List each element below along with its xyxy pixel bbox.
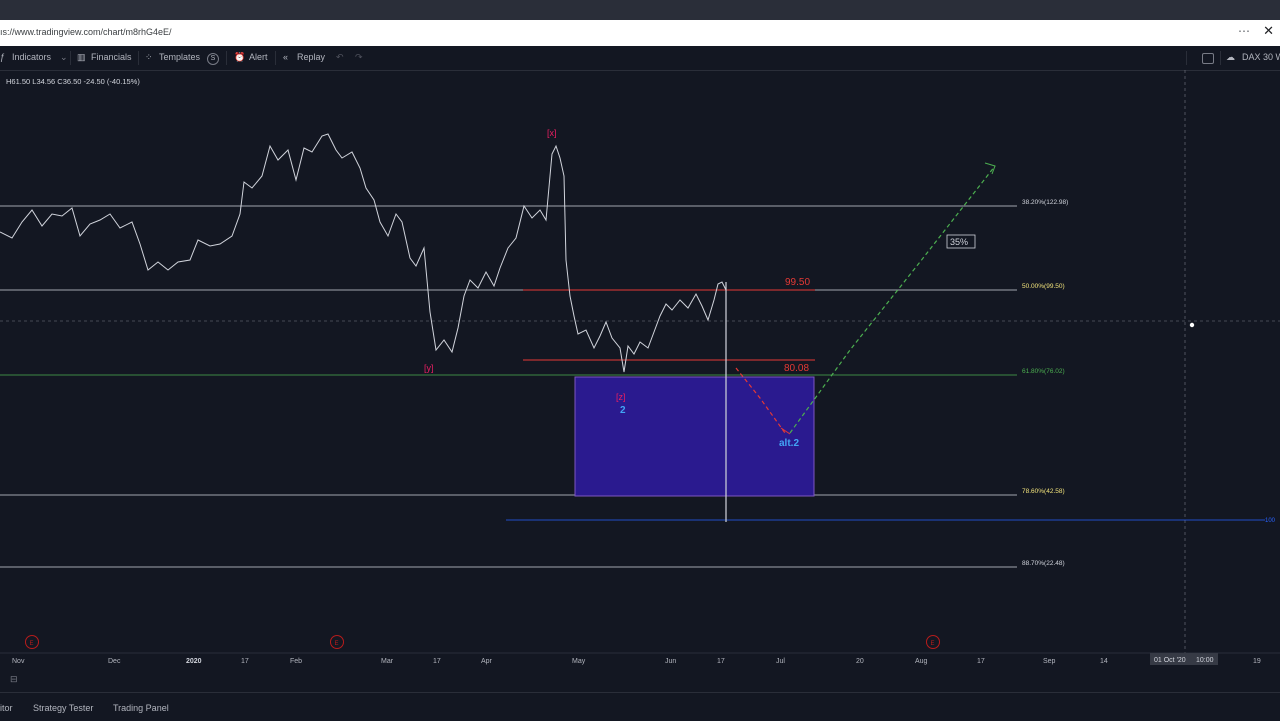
chevron-down-icon[interactable]: ⌄ xyxy=(60,52,68,62)
projection-arrowhead xyxy=(984,162,996,175)
target-box xyxy=(574,376,815,497)
indicators-icon[interactable]: ƒ xyxy=(0,52,6,62)
x-tick: Mar xyxy=(381,658,394,665)
x-tick: Jul xyxy=(776,658,785,665)
event-marker-3: E xyxy=(926,635,940,649)
wave-label-y: [y] xyxy=(424,363,434,373)
indicators-button[interactable]: Indicators xyxy=(12,52,52,62)
fib-label-382: 38.20%(122.98) xyxy=(1022,199,1068,206)
star-icon[interactable]: S xyxy=(207,53,219,65)
wave-label-z: [z] xyxy=(616,392,626,402)
chart-toolbar: ƒ Indicators ⌄ ▥ Financials ⁘ Templates … xyxy=(0,46,1280,71)
fib-label-500: 50.00%(99.50) xyxy=(1022,283,1065,290)
tab-strategy-tester[interactable]: Strategy Tester xyxy=(33,703,94,713)
close-icon[interactable]: ✕ xyxy=(1263,23,1274,38)
x-tick: 17 xyxy=(977,658,985,665)
ellipsis-icon[interactable]: ⋯ xyxy=(1238,24,1250,38)
right-axis-label: 100 xyxy=(1265,518,1276,524)
projection-down-tip xyxy=(780,427,791,435)
percent-box-label: 35% xyxy=(950,237,968,247)
ohlc-legend: H61.50 L34.56 C36.50 -24.50 (-40.15%) xyxy=(6,77,140,86)
x-tick: 17 xyxy=(241,658,249,665)
undo-icon[interactable]: ↶ xyxy=(336,52,344,62)
bottom-panel-tabs: itor Strategy Tester Trading Panel xyxy=(0,692,1280,721)
x-tick: Aug xyxy=(915,658,928,665)
x-tick: 19 xyxy=(1253,658,1261,665)
fullscreen-icon[interactable] xyxy=(1202,53,1214,64)
alert-icon: ⏰ xyxy=(234,52,246,62)
fib-label-887: 88.70%(22.48) xyxy=(1022,560,1065,567)
red-level-8008-label: 80.08 xyxy=(784,363,809,374)
projection-up-arrow xyxy=(789,165,996,434)
crosshair-time: 10:00 xyxy=(1196,657,1214,664)
event-marker-label: E xyxy=(931,641,935,647)
x-tick: 2020 xyxy=(186,658,202,665)
projection-down-arrow xyxy=(735,367,786,434)
wave-label-2: 2 xyxy=(620,405,626,416)
event-marker-label: E xyxy=(30,641,34,647)
fib-label-618: 61.80%(76.02) xyxy=(1022,368,1065,375)
time-axis: Nov Dec 2020 17 Feb Mar 17 Apr May Jun 1… xyxy=(12,658,1261,665)
panel-toggle-icon[interactable]: ⊟ xyxy=(10,674,18,684)
os-title-bar xyxy=(0,0,1280,20)
price-bars xyxy=(0,133,727,373)
x-tick: Jun xyxy=(665,658,676,665)
percent-box xyxy=(946,234,976,249)
event-marker-2: E xyxy=(330,635,344,649)
redo-icon[interactable]: ↷ xyxy=(355,52,363,62)
alert-button[interactable]: Alert xyxy=(249,52,268,62)
x-tick: Sep xyxy=(1043,658,1056,665)
tab-trading-panel[interactable]: Trading Panel xyxy=(113,703,169,713)
x-tick: 20 xyxy=(856,658,864,665)
templates-icon: ⁘ xyxy=(145,52,153,62)
financials-icon: ▥ xyxy=(77,52,86,62)
financials-button[interactable]: Financials xyxy=(91,52,132,62)
x-tick: Apr xyxy=(481,658,493,665)
tab-pine-editor[interactable]: itor xyxy=(0,703,13,713)
x-tick: 14 xyxy=(1100,658,1108,665)
x-tick: 17 xyxy=(433,658,441,665)
x-tick: Feb xyxy=(290,658,302,665)
cloud-icon[interactable]: ☁ xyxy=(1226,52,1235,62)
cursor-dot xyxy=(1189,322,1195,328)
red-level-9950-label: 99.50 xyxy=(785,277,810,288)
event-marker-label: E xyxy=(335,641,339,647)
x-tick: Nov xyxy=(12,658,25,665)
wave-label-alt2: alt.2 xyxy=(779,438,799,449)
browser-address-bar[interactable]: ıs://www.tradingview.com/chart/m8rhG4eE/… xyxy=(0,20,1280,47)
replay-icon: « xyxy=(283,52,289,62)
templates-button[interactable]: Templates xyxy=(159,52,201,62)
x-tick: Dec xyxy=(108,658,121,665)
symbol-label[interactable]: DAX 30 W xyxy=(1242,52,1280,62)
event-marker-1: E xyxy=(25,635,39,649)
replay-button[interactable]: Replay xyxy=(297,52,326,62)
crosshair-date-badge xyxy=(1150,653,1218,665)
price-chart[interactable]: [x] [y] [z] 2 alt.2 99.50 80.08 35% 38.2… xyxy=(0,70,1280,690)
crosshair-date: 01 Oct '20 xyxy=(1154,657,1186,664)
fib-label-786: 78.60%(42.58) xyxy=(1022,488,1065,495)
x-tick: 17 xyxy=(717,658,725,665)
wave-label-x: [x] xyxy=(547,128,557,138)
url-text[interactable]: ıs://www.tradingview.com/chart/m8rhG4eE/ xyxy=(0,27,172,37)
x-tick: May xyxy=(572,658,586,665)
